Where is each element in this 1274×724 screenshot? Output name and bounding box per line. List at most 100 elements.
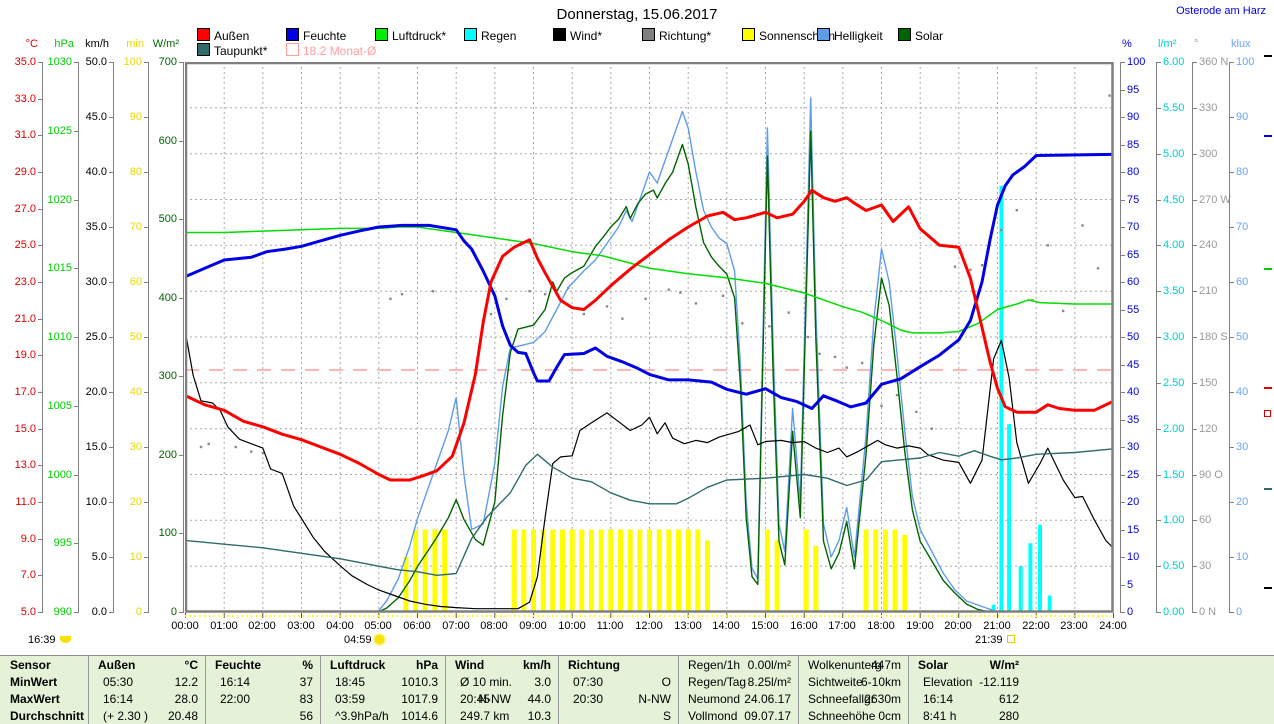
table-cell: 280 xyxy=(998,709,1019,723)
table-cell: N-NW xyxy=(638,692,671,706)
axis-tick-label: 5.0 xyxy=(91,551,107,563)
page-title: Donnerstag, 15.06.2017 xyxy=(556,6,718,23)
axis-tick xyxy=(1121,612,1125,613)
axis-tick-label: 0 xyxy=(135,606,142,618)
axis-tick xyxy=(179,62,183,63)
axis-tick xyxy=(1193,153,1197,155)
x-axis-label: 24:00 xyxy=(1099,620,1127,632)
axis-tick-label: 300 xyxy=(1199,147,1218,160)
legend-label: Regen xyxy=(481,29,517,43)
x-axis-label: 06:00 xyxy=(403,620,431,632)
axis-tick-label: 40 xyxy=(1236,386,1249,398)
axis-tick xyxy=(38,575,42,577)
table-cell: MaxWert xyxy=(10,692,60,706)
table-row: S xyxy=(559,708,679,724)
moon-icon xyxy=(59,636,71,643)
legend-label: Außen xyxy=(214,29,250,43)
axis-tick xyxy=(179,533,183,535)
x-axis-label: 15:00 xyxy=(751,620,779,632)
axis-tick xyxy=(1193,474,1197,476)
table-cell: 8:41 h xyxy=(923,709,957,723)
axis-tick-label: 25.0 xyxy=(14,239,36,252)
table-cell: Regen/1h xyxy=(688,658,741,672)
axis-tick-label: 100 xyxy=(1127,56,1146,68)
wind-swatch-icon xyxy=(553,28,566,41)
legend-item-richtung: Richtung* xyxy=(642,28,711,43)
stats-column-richtung: Richtung 07:30 O 20:30 N-NW S xyxy=(558,656,679,724)
axis-tick-label: 33.0 xyxy=(14,92,36,105)
axis-tick xyxy=(38,62,42,63)
axis-tick-label: 70 xyxy=(1127,221,1140,233)
axis-tick-label: 30 xyxy=(129,441,142,453)
axis-tick-label: 80 xyxy=(1127,166,1140,178)
axis-tick-label: 240 xyxy=(1199,239,1218,252)
axis-tick-label: 20.0 xyxy=(85,386,107,398)
axis-tick-label: 21.0 xyxy=(14,312,36,325)
table-row: 249.7 km 10.3 xyxy=(446,708,559,724)
axis-tick xyxy=(74,543,78,545)
table-row: Sichtweite 6-10km xyxy=(799,674,909,691)
axis-tick-label: 80 xyxy=(129,166,142,178)
axis-tick-label: 29.0 xyxy=(14,166,36,178)
table-cell: Elevation xyxy=(923,675,973,689)
axis-tick xyxy=(109,117,113,118)
table-cell: -12.119 xyxy=(979,675,1019,689)
axis-tick xyxy=(179,454,183,456)
x-axis-label: 07:00 xyxy=(442,620,470,632)
axis-tick xyxy=(144,172,148,173)
axis-tick xyxy=(1157,291,1161,293)
axis-tick-label: 40 xyxy=(1127,386,1140,398)
axis-tick-label: 50 xyxy=(129,331,142,343)
axis-tick xyxy=(1121,529,1125,531)
table-cell: 16:14 xyxy=(220,675,251,689)
table-row: Regen/1h 0.00l/m² xyxy=(679,657,799,674)
table-cell: 12.2 xyxy=(174,675,198,689)
axis-tick-label: 210 xyxy=(1199,285,1218,298)
axis-tick xyxy=(1121,144,1125,146)
axis-tick xyxy=(1121,199,1125,201)
axis-tick xyxy=(1121,364,1125,366)
series-taupunkt xyxy=(186,448,1113,576)
x-axis-label: 08:00 xyxy=(480,620,508,632)
axis-tick xyxy=(1193,566,1197,568)
axis-tick xyxy=(1193,107,1197,109)
axis-tick xyxy=(38,318,42,320)
axis-tick xyxy=(1230,502,1234,503)
station-name: Osterode am Harz xyxy=(1176,5,1266,17)
axis-tick xyxy=(1193,428,1197,430)
x-axis-label: 16:00 xyxy=(790,620,818,632)
axis-tick xyxy=(1230,172,1234,173)
axis-tick-label: 2.50 xyxy=(1163,376,1185,389)
axis-tick xyxy=(1121,254,1125,256)
table-row-label: Durchschnitt xyxy=(1,708,88,724)
axis-tick xyxy=(1157,153,1161,155)
table-row: 05:30 12.2 xyxy=(89,674,206,691)
table-cell: 1017.9 xyxy=(401,692,438,706)
axis-tick-label: 15.0 xyxy=(14,422,36,435)
axis-line xyxy=(1120,62,1121,613)
axis-tick xyxy=(1157,612,1161,613)
table-cell: Luftdruck xyxy=(330,658,386,672)
axis-tick xyxy=(38,465,42,467)
legend-label: Feuchte xyxy=(303,29,347,43)
axis-tick xyxy=(1193,612,1197,613)
table-cell: Solar xyxy=(918,658,949,672)
axis-tick-label: 30 xyxy=(1199,560,1212,573)
table-cell: Wolkenunterg xyxy=(808,658,882,672)
table-cell: ^3.9hPa/h xyxy=(335,709,389,723)
axis-tick xyxy=(144,612,148,613)
axis-tick xyxy=(109,227,113,228)
axis-line xyxy=(1192,62,1193,613)
legend-label: Helligkeit xyxy=(834,29,883,43)
legend-label: Solar xyxy=(915,29,944,43)
x-axis-label: 05:00 xyxy=(364,620,392,632)
table-cell: 249.7 km xyxy=(460,709,510,723)
axis-tick-label: 0.0 xyxy=(91,606,107,618)
legend-item-taupunkt: Taupunkt* xyxy=(197,43,267,58)
stats-column-solar: Solar W/m² Elevation -12.119 16:14 612 8:41 h 2… xyxy=(908,656,1274,724)
axis-line xyxy=(183,62,184,613)
axis-tick-label: 95 xyxy=(1127,83,1140,96)
stats-column-feuchte: Feuchte% 16:14 37 22:00 83 56 xyxy=(205,656,321,724)
axis-tick-label: 70 xyxy=(129,221,142,233)
axis-line xyxy=(42,62,43,613)
